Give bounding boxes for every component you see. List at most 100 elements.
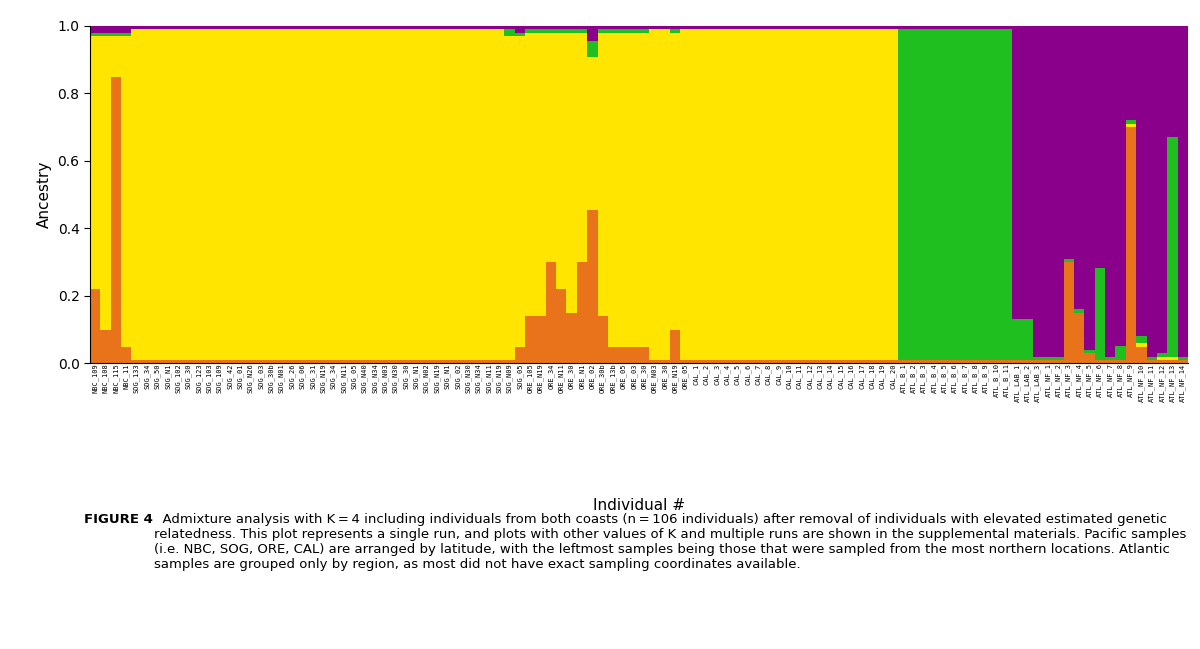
Text: ATL_NF_9: ATL_NF_9 [1128, 363, 1134, 397]
Bar [629, 32, 640, 347]
Bar [110, 77, 121, 363]
Bar [432, 360, 442, 363]
Bar [752, 360, 763, 363]
Bar [515, 36, 526, 347]
Text: ATL_B_1: ATL_B_1 [900, 363, 906, 393]
Bar [680, 29, 691, 360]
Bar [1177, 26, 1188, 357]
Bar [349, 26, 359, 29]
Text: ATL_NF_6: ATL_NF_6 [1097, 363, 1103, 397]
Text: CAL_6: CAL_6 [744, 363, 751, 385]
Bar [784, 360, 794, 363]
Bar [629, 26, 640, 29]
Bar [980, 29, 991, 360]
Bar [566, 313, 577, 363]
Bar [1116, 26, 1126, 347]
Text: ORE_30: ORE_30 [661, 363, 668, 389]
Bar [121, 36, 132, 347]
Bar [1043, 360, 1054, 363]
Text: ATL_NF_4: ATL_NF_4 [1076, 363, 1082, 397]
Bar [535, 315, 546, 363]
Text: CAL_4: CAL_4 [724, 363, 731, 385]
Text: ORE_05: ORE_05 [620, 363, 626, 389]
Bar [1168, 360, 1177, 363]
Bar [245, 360, 256, 363]
Bar [1054, 360, 1063, 363]
Text: ATL_LAB_3: ATL_LAB_3 [1034, 363, 1042, 402]
Bar [1094, 360, 1105, 363]
Text: SOG_123: SOG_123 [196, 363, 202, 393]
Text: SOG_N11: SOG_N11 [341, 363, 347, 393]
Bar [836, 26, 846, 29]
Bar [940, 26, 949, 29]
Text: ATL_NF_14: ATL_NF_14 [1180, 363, 1186, 402]
Bar [224, 360, 235, 363]
Bar [266, 360, 276, 363]
Bar [463, 29, 473, 360]
Bar [763, 360, 774, 363]
Bar [370, 360, 380, 363]
Bar [442, 29, 452, 360]
Bar [452, 26, 463, 29]
Bar [390, 29, 401, 360]
Bar [173, 29, 184, 360]
Bar [857, 360, 866, 363]
Bar [794, 26, 805, 29]
Bar [401, 26, 412, 29]
Bar [1022, 360, 1033, 363]
Bar [546, 29, 556, 32]
Bar [670, 26, 680, 29]
Bar [101, 330, 110, 363]
Text: SOG_102: SOG_102 [175, 363, 181, 393]
Bar [256, 26, 266, 29]
Bar [752, 26, 763, 29]
Bar [566, 32, 577, 313]
Text: SOG_30: SOG_30 [403, 363, 409, 389]
Text: SOG_42: SOG_42 [227, 363, 233, 389]
Bar [587, 56, 598, 210]
Text: ATL_NF_7: ATL_NF_7 [1106, 363, 1114, 397]
Text: SOG_N19: SOG_N19 [319, 363, 326, 393]
Bar [1168, 357, 1177, 360]
Bar [401, 360, 412, 363]
Bar [235, 29, 245, 360]
Bar [566, 26, 577, 29]
Bar [287, 360, 298, 363]
Bar [329, 26, 338, 29]
Bar [276, 26, 287, 29]
Bar [380, 29, 390, 360]
Bar [132, 26, 142, 29]
Bar [494, 360, 504, 363]
Bar [1105, 26, 1116, 357]
Text: SOG_03: SOG_03 [258, 363, 264, 389]
Text: ORE_N19: ORE_N19 [672, 363, 678, 393]
Bar [204, 360, 215, 363]
Bar [193, 29, 204, 360]
Bar [90, 32, 101, 36]
Bar [784, 26, 794, 29]
Bar [276, 360, 287, 363]
Bar [484, 26, 494, 29]
Text: CAL_7: CAL_7 [755, 363, 762, 385]
Bar [1033, 26, 1043, 357]
Bar [1157, 357, 1168, 360]
Text: SOG_N1: SOG_N1 [164, 363, 172, 389]
Bar [971, 26, 980, 29]
Bar [535, 26, 546, 29]
Bar [256, 360, 266, 363]
Bar [846, 26, 857, 29]
Bar [515, 32, 526, 36]
Bar [349, 360, 359, 363]
Bar [504, 26, 515, 29]
Bar [866, 29, 877, 360]
Bar [298, 360, 307, 363]
Bar [421, 26, 432, 29]
Text: ATL_B_5: ATL_B_5 [941, 363, 948, 393]
Bar [743, 360, 752, 363]
Bar [1054, 26, 1063, 357]
Text: ATL_LAB_1: ATL_LAB_1 [1014, 363, 1020, 402]
Bar [888, 29, 898, 360]
Bar [752, 29, 763, 360]
Bar [90, 26, 101, 32]
Bar [287, 26, 298, 29]
